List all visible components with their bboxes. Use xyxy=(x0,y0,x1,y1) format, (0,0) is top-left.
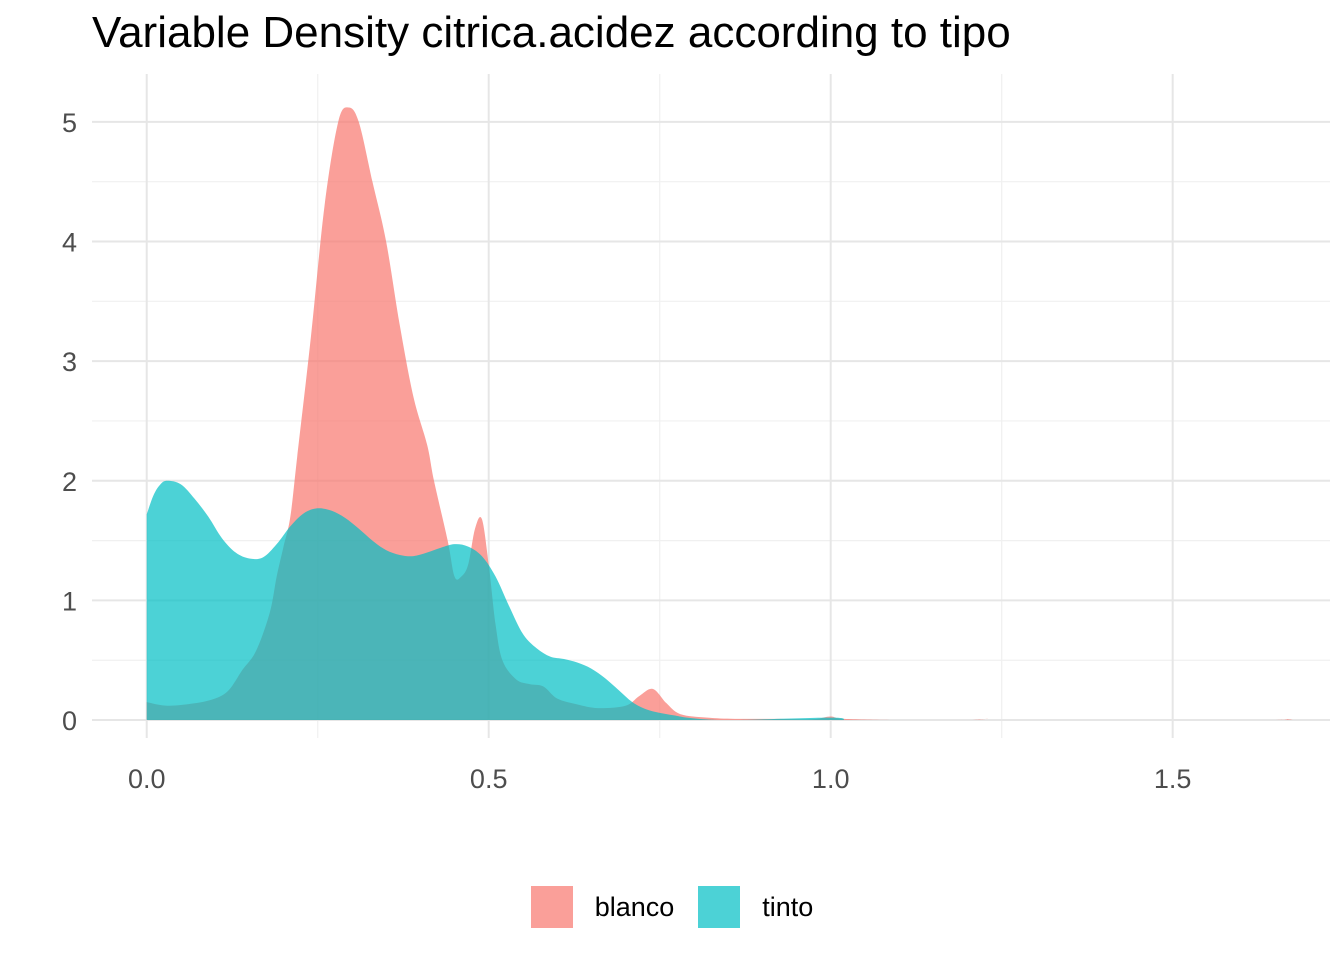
legend-label-blanco: blanco xyxy=(594,891,675,922)
density-areas xyxy=(146,107,1293,721)
y-tick-label: 3 xyxy=(62,347,77,377)
y-tick-label: 2 xyxy=(62,467,77,497)
x-axis-ticks: 0.0 0.5 1.0 1.5 xyxy=(128,764,1192,794)
x-tick-label: 0.5 xyxy=(470,764,508,794)
legend-item-blanco: blanco xyxy=(530,886,675,928)
legend-item-tinto: tinto xyxy=(698,886,813,928)
y-tick-label: 0 xyxy=(62,706,77,736)
x-tick-label: 1.0 xyxy=(812,764,850,794)
y-tick-label: 1 xyxy=(62,586,77,616)
y-tick-label: 5 xyxy=(62,108,77,138)
y-tick-label: 4 xyxy=(62,227,77,257)
x-tick-label: 1.5 xyxy=(1154,764,1192,794)
legend: blanco tinto xyxy=(0,884,1344,930)
density-area-tinto xyxy=(146,480,845,721)
legend-label-tinto: tinto xyxy=(762,891,814,922)
legend-key-tinto xyxy=(698,886,741,928)
x-tick-label: 0.0 xyxy=(128,764,166,794)
chart-title: Variable Density citrica.acidez accordin… xyxy=(92,8,1011,57)
chart-plot: 0.0 0.5 1.0 1.5 0 1 2 3 4 5 xyxy=(62,74,1330,794)
y-axis-ticks: 0 1 2 3 4 5 xyxy=(62,108,77,736)
legend-key-blanco xyxy=(530,886,573,928)
